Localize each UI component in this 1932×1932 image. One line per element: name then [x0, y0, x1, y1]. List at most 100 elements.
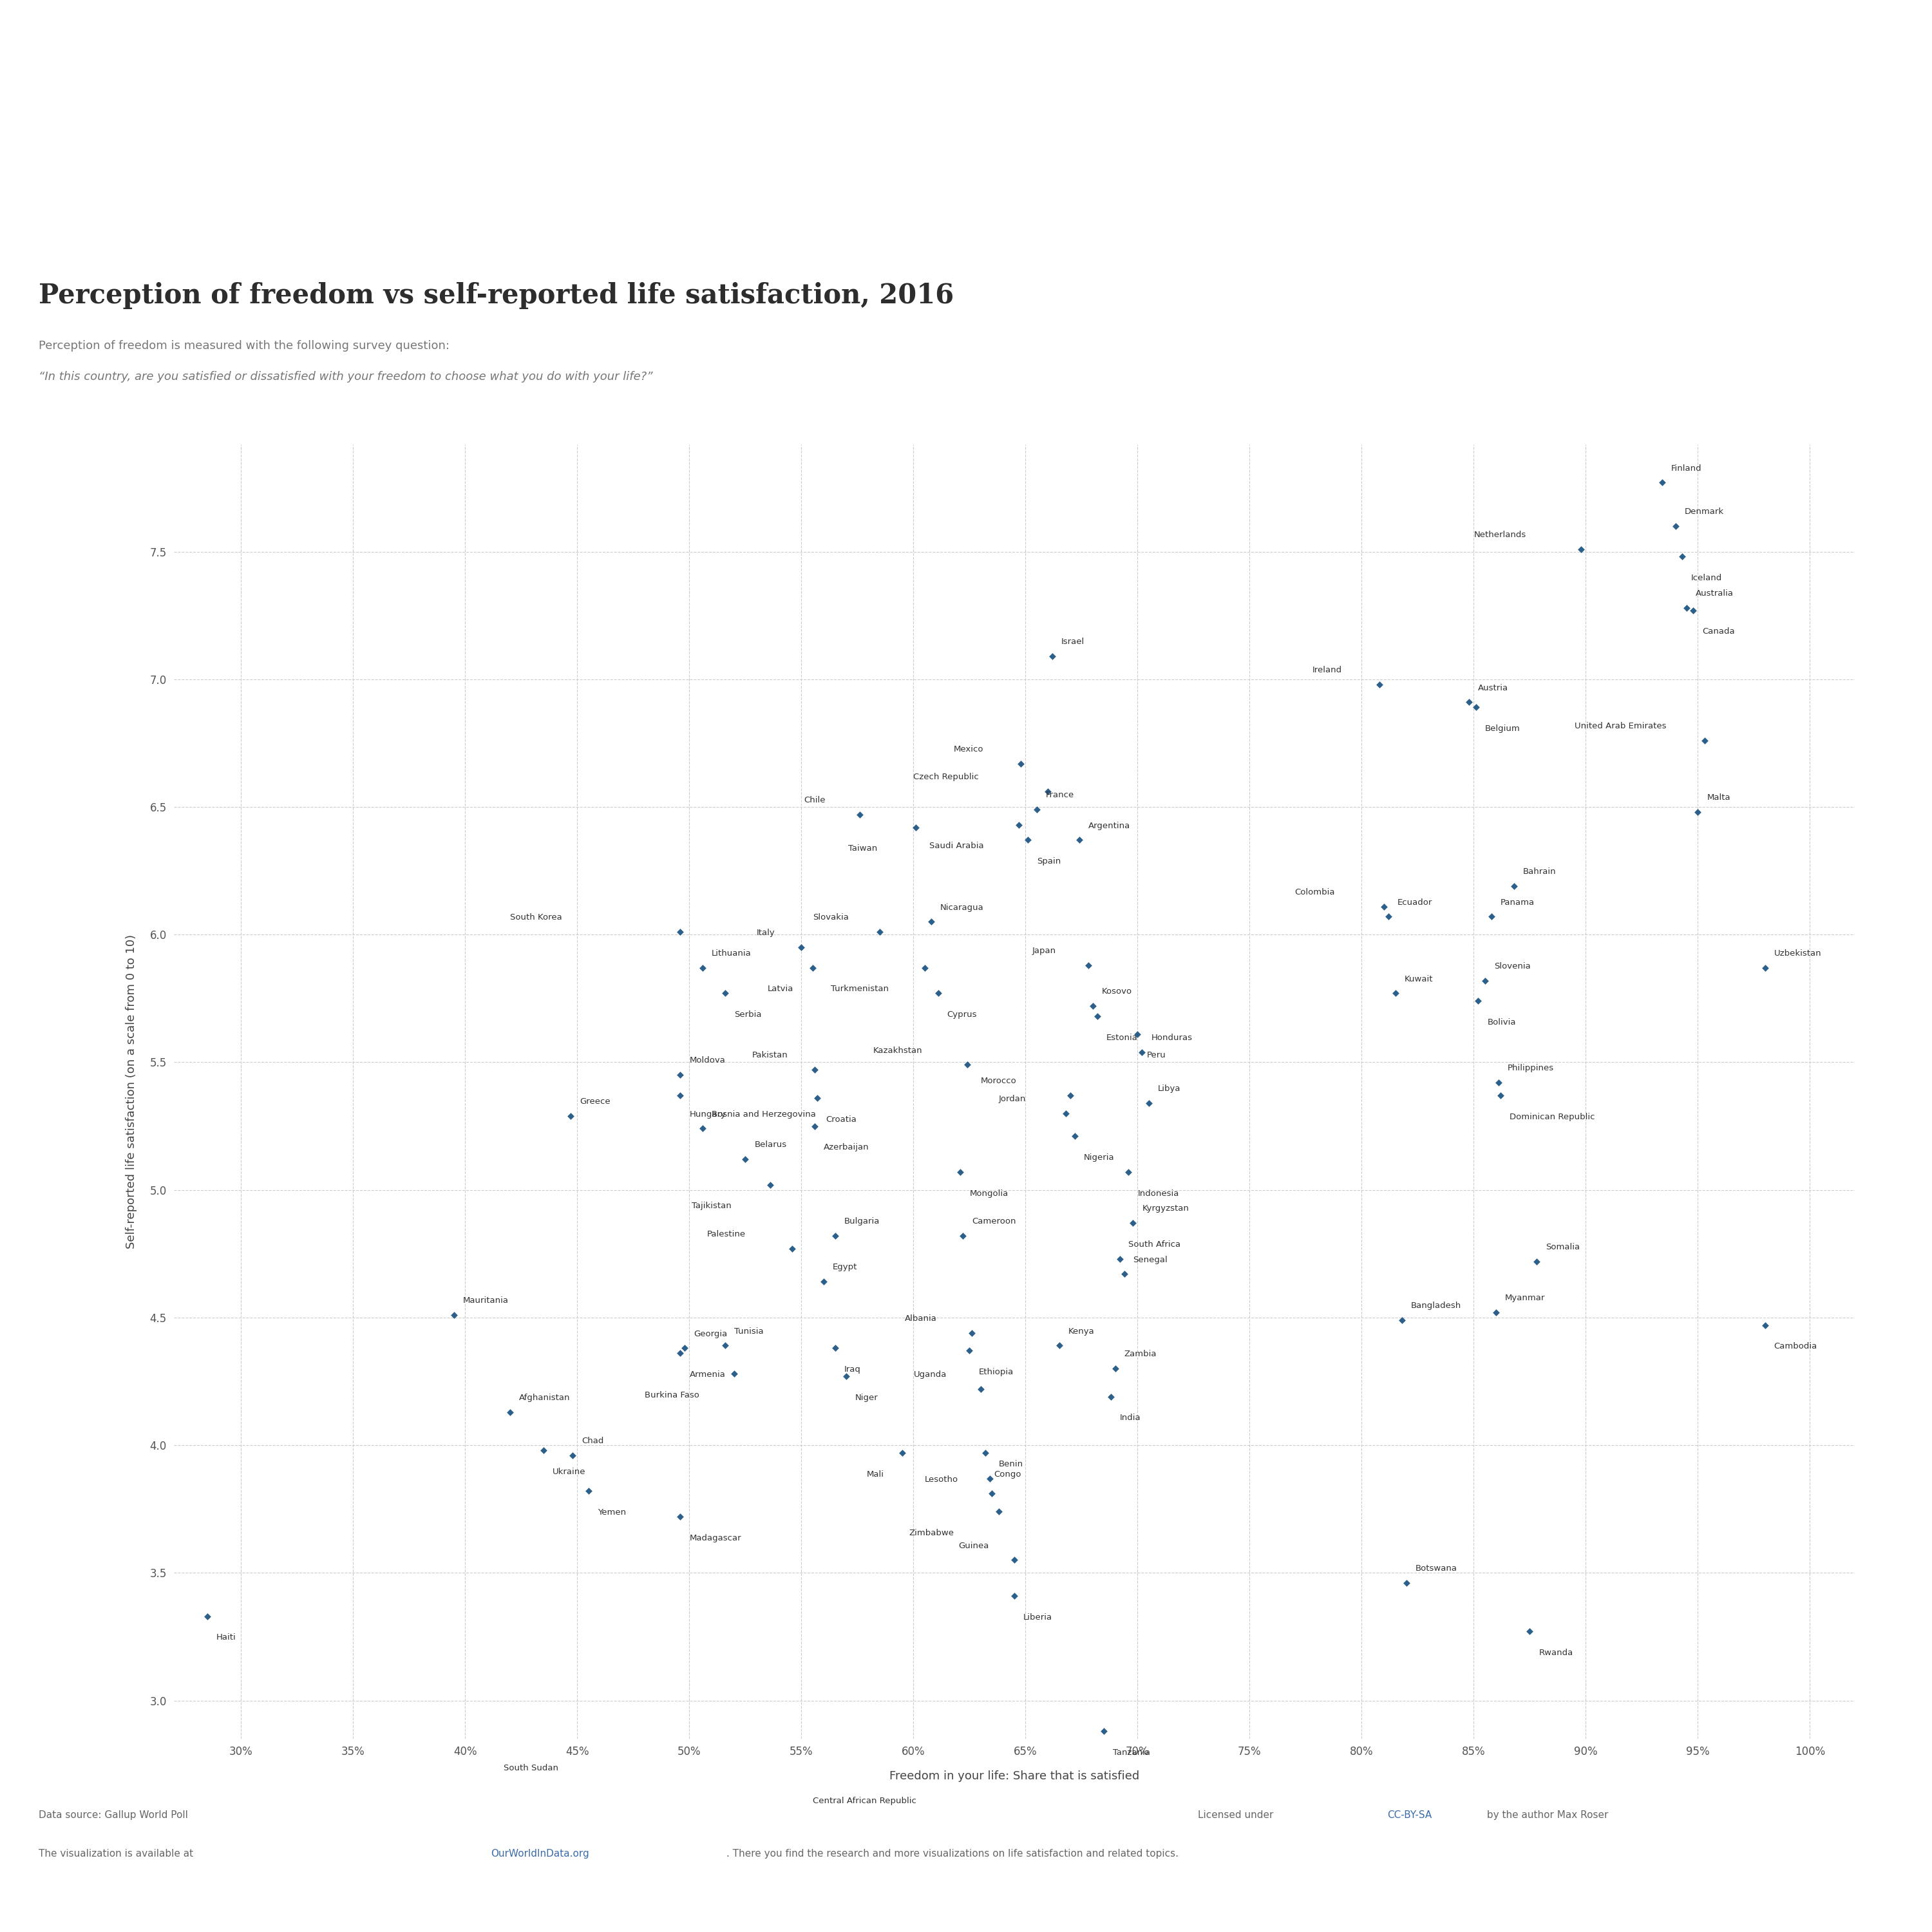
- Text: Kuwait: Kuwait: [1405, 976, 1434, 983]
- Point: [1088, 1716, 1119, 1747]
- Point: [808, 1265, 838, 1296]
- Text: Guinea: Guinea: [958, 1542, 989, 1549]
- Point: [191, 1602, 222, 1633]
- Point: [1082, 1001, 1113, 1032]
- Point: [887, 1437, 918, 1468]
- Text: Mali: Mali: [866, 1470, 883, 1478]
- Text: Cambodia: Cambodia: [1774, 1343, 1818, 1350]
- Point: [800, 1111, 831, 1142]
- Point: [688, 1113, 719, 1144]
- Point: [1667, 541, 1698, 572]
- Text: Turkmenistan: Turkmenistan: [831, 985, 889, 993]
- Text: Israel: Israel: [1061, 638, 1084, 645]
- Text: Madagascar: Madagascar: [690, 1534, 742, 1542]
- Text: Estonia: Estonia: [1107, 1034, 1138, 1041]
- Text: Somalia: Somalia: [1546, 1242, 1580, 1252]
- Text: Niger: Niger: [856, 1393, 879, 1403]
- Text: Mongolia: Mongolia: [970, 1190, 1009, 1198]
- Point: [665, 1080, 696, 1111]
- Text: United Arab Emirates: United Arab Emirates: [1575, 723, 1665, 730]
- Text: Senegal: Senegal: [1132, 1256, 1167, 1264]
- Text: Liberia: Liberia: [1024, 1613, 1053, 1621]
- Point: [1065, 825, 1095, 856]
- Point: [1379, 978, 1410, 1009]
- Text: Kosovo: Kosovo: [1101, 987, 1132, 995]
- Point: [844, 800, 875, 831]
- Point: [952, 1049, 983, 1080]
- Point: [956, 1318, 987, 1349]
- Text: South Africa: South Africa: [1128, 1240, 1180, 1248]
- Text: Burkina Faso: Burkina Faso: [645, 1391, 699, 1399]
- Text: Moldova: Moldova: [690, 1057, 724, 1065]
- Point: [1499, 871, 1530, 902]
- Text: Peru: Peru: [1146, 1051, 1165, 1059]
- Text: Honduras: Honduras: [1151, 1034, 1192, 1041]
- Text: Central African Republic: Central African Republic: [813, 1797, 916, 1804]
- Text: France: France: [1045, 790, 1074, 800]
- Text: Congo: Congo: [995, 1470, 1022, 1478]
- Text: Afghanistan: Afghanistan: [520, 1393, 570, 1403]
- Text: Czech Republic: Czech Republic: [914, 773, 980, 781]
- Text: “In this country, are you satisfied or dissatisfied with your freedom to choose : “In this country, are you satisfied or d…: [39, 371, 653, 383]
- Text: Uganda: Uganda: [914, 1370, 947, 1379]
- Text: Kyrgyzstan: Kyrgyzstan: [1142, 1204, 1188, 1213]
- Point: [777, 1233, 808, 1264]
- Point: [1055, 1080, 1086, 1111]
- Text: Mexico: Mexico: [954, 746, 983, 753]
- Text: Morocco: Morocco: [981, 1076, 1016, 1086]
- Point: [1515, 1615, 1546, 1646]
- Point: [665, 916, 696, 947]
- Text: Spain: Spain: [1037, 858, 1061, 866]
- Point: [923, 978, 954, 1009]
- Text: Ecuador: Ecuador: [1397, 898, 1432, 906]
- Point: [831, 1360, 862, 1391]
- Text: Iceland: Iceland: [1690, 574, 1721, 582]
- Point: [1368, 891, 1399, 922]
- Text: Perception of freedom vs self-reported life satisfaction, 2016: Perception of freedom vs self-reported l…: [39, 282, 954, 309]
- Y-axis label: Self-reported life satisfaction (on a scale from 0 to 10): Self-reported life satisfaction (on a sc…: [126, 935, 137, 1248]
- Point: [916, 906, 947, 937]
- Text: Tanzania: Tanzania: [1113, 1748, 1150, 1756]
- Point: [786, 931, 817, 962]
- Text: Saudi Arabia: Saudi Arabia: [929, 842, 983, 850]
- Point: [730, 1144, 761, 1175]
- Point: [709, 1329, 740, 1360]
- Text: Zimbabwe: Zimbabwe: [908, 1528, 954, 1538]
- Text: by the author Max Roser: by the author Max Roser: [1484, 1810, 1607, 1820]
- Text: Our World: Our World: [1752, 269, 1806, 278]
- Point: [1660, 510, 1690, 541]
- Point: [1463, 985, 1493, 1016]
- Text: Belgium: Belgium: [1486, 724, 1520, 732]
- Text: Bosnia and Herzegovina: Bosnia and Herzegovina: [711, 1111, 815, 1119]
- Point: [970, 1437, 1001, 1468]
- Text: Kazakhstan: Kazakhstan: [873, 1047, 922, 1055]
- Text: Uzbekistan: Uzbekistan: [1774, 949, 1822, 958]
- Text: in Data: in Data: [1760, 313, 1799, 323]
- Text: Palestine: Palestine: [707, 1231, 746, 1238]
- Point: [554, 1101, 585, 1132]
- Point: [1565, 533, 1596, 564]
- Point: [719, 1358, 750, 1389]
- Text: Ukraine: Ukraine: [553, 1468, 585, 1476]
- Text: Japan: Japan: [1032, 947, 1057, 954]
- Text: Bahrain: Bahrain: [1522, 867, 1557, 875]
- Point: [556, 1439, 587, 1470]
- Text: Dominican Republic: Dominican Republic: [1509, 1113, 1596, 1121]
- Point: [1109, 1258, 1140, 1289]
- Text: Nicaragua: Nicaragua: [941, 904, 983, 912]
- Point: [900, 811, 931, 842]
- Point: [864, 916, 895, 947]
- Point: [1043, 1329, 1074, 1360]
- Point: [1095, 1381, 1126, 1412]
- Text: Serbia: Serbia: [734, 1010, 761, 1018]
- Point: [665, 1337, 696, 1368]
- Text: Perception of freedom is measured with the following survey question:: Perception of freedom is measured with t…: [39, 340, 450, 352]
- Point: [798, 952, 829, 983]
- Point: [1453, 686, 1484, 717]
- Text: . There you find the research and more visualizations on life satisfaction and r: . There you find the research and more v…: [726, 1849, 1179, 1859]
- Text: Nigeria: Nigeria: [1084, 1153, 1115, 1161]
- Point: [966, 1374, 997, 1405]
- Text: Pakistan: Pakistan: [752, 1051, 788, 1059]
- Text: Ethiopia: Ethiopia: [978, 1368, 1014, 1376]
- Text: Libya: Libya: [1157, 1084, 1180, 1094]
